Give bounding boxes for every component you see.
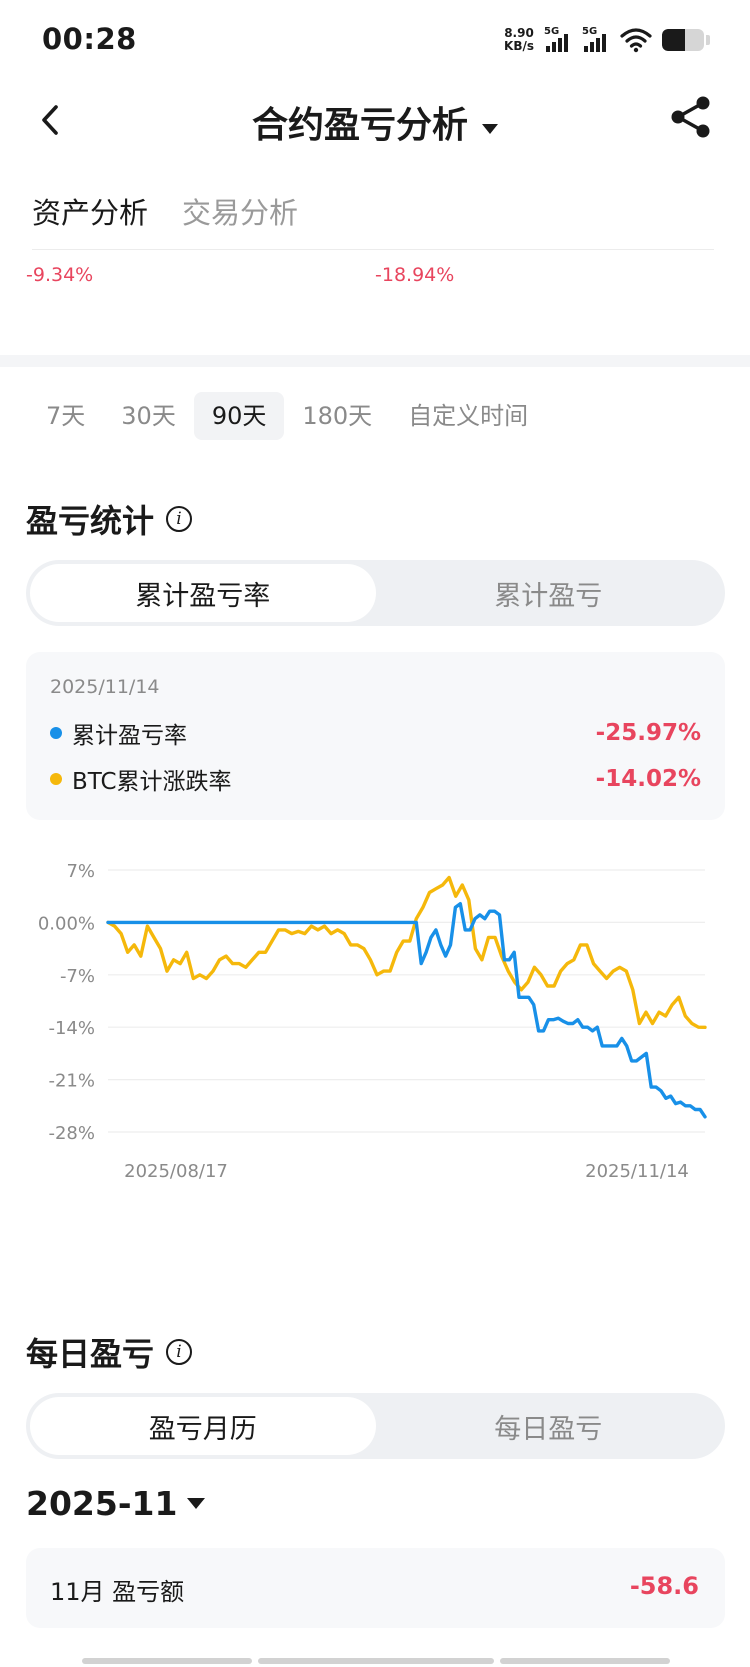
pnl-stats-toggle: 累计盈亏率 累计盈亏 <box>26 560 725 626</box>
series-line-pnl-rate <box>106 902 707 1119</box>
pnl-stats-title-text: 盈亏统计 <box>26 502 155 540</box>
summary-percent-2: -18.94% <box>375 264 455 286</box>
month-selector-label: 2025-11 <box>26 1484 178 1523</box>
month-summary-value: -58.6 <box>629 1572 699 1600</box>
range-tab-30d[interactable]: 30天 <box>121 402 176 430</box>
chart-legend-card: 2025/11/14 累计盈亏率 -25.97% BTC累计涨跌率 -14.02… <box>26 652 725 820</box>
chevron-left-icon <box>42 105 58 135</box>
main-tabs: 资产分析 交易分析 <box>32 190 298 232</box>
daily-pnl-title-text: 每日盈亏 <box>26 1335 155 1373</box>
network-speed-unit: KB/s <box>504 39 534 53</box>
legend-value: -25.97% <box>595 720 701 746</box>
toggle-cumulative-pnl[interactable]: 累计盈亏 <box>494 580 603 612</box>
daily-pnl-title: 每日盈亏 i <box>26 1329 193 1375</box>
month-summary-label: 11月 盈亏额 <box>50 1578 185 1606</box>
series-line-btc-rate <box>106 875 707 1030</box>
info-icon[interactable]: i <box>166 506 193 532</box>
time-range-tabs: 7天 30天 90天 180天 自定义时间 <box>28 392 546 440</box>
x-tick-label: 2025/08/17 <box>124 1161 228 1182</box>
network-speed: 8.90 KB/s <box>504 27 534 53</box>
status-bar: 00:28 8.90 KB/s 5G 5G <box>0 0 750 80</box>
legend-name: BTC累计涨跌率 <box>72 769 232 795</box>
legend-dot-yellow <box>50 773 62 785</box>
section-divider <box>0 355 750 367</box>
caret-down-icon <box>482 123 498 134</box>
pnl-stats-title: 盈亏统计 i <box>26 496 193 542</box>
range-tab-custom[interactable]: 自定义时间 <box>408 402 529 430</box>
month-selector[interactable]: 2025-11 <box>26 1484 206 1523</box>
y-tick-label: -28% <box>48 1123 95 1144</box>
tabs-divider <box>32 249 714 250</box>
legend-row: BTC累计涨跌率 -14.02% <box>50 762 701 796</box>
legend-date: 2025/11/14 <box>50 676 160 698</box>
pnl-line-chart[interactable]: 7% 0.00% -7% -14% -21% -28% 2025/08/17 2025/11/… <box>0 850 750 1250</box>
x-tick-label: 2025/11/14 <box>585 1161 689 1182</box>
y-tick-label: -14% <box>48 1018 95 1039</box>
status-time: 00:28 <box>42 22 137 56</box>
caret-down-icon <box>187 1498 206 1509</box>
signal-icon: 5G <box>582 26 610 54</box>
page-title: 合约盈亏分析 <box>251 105 468 146</box>
y-tick-label: 7% <box>66 861 95 882</box>
range-tab-90d[interactable]: 90天 <box>193 392 285 440</box>
title-dropdown[interactable]: 合约盈亏分析 <box>0 96 750 148</box>
info-icon[interactable]: i <box>166 1339 193 1365</box>
signal-label: 5G <box>544 26 560 37</box>
battery-icon <box>662 29 710 51</box>
tab-trade-analysis[interactable]: 交易分析 <box>182 196 299 230</box>
y-tick-label: -21% <box>48 1071 95 1092</box>
y-tick-label: 0.00% <box>38 913 95 934</box>
legend-name: 累计盈亏率 <box>72 723 187 749</box>
legend-dot-blue <box>50 727 62 739</box>
toggle-daily-pnl[interactable]: 每日盈亏 <box>494 1413 603 1445</box>
status-icons: 8.90 KB/s 5G 5G <box>504 24 710 56</box>
summary-percent-1: -9.34% <box>26 264 94 286</box>
range-tab-7d[interactable]: 7天 <box>46 402 86 430</box>
range-tab-180d[interactable]: 180天 <box>302 402 373 430</box>
bottom-indicator <box>82 1658 670 1664</box>
daily-pnl-toggle: 盈亏月历 每日盈亏 <box>26 1393 725 1459</box>
back-button[interactable] <box>30 100 70 140</box>
network-speed-value: 8.90 <box>504 26 534 40</box>
y-tick-label: -7% <box>60 966 95 987</box>
tab-asset-analysis[interactable]: 资产分析 <box>32 196 149 230</box>
legend-value: -14.02% <box>595 766 701 792</box>
toggle-pnl-calendar[interactable]: 盈亏月历 <box>30 1397 376 1455</box>
header: 合约盈亏分析 <box>0 88 750 158</box>
toggle-cumulative-pnl-rate[interactable]: 累计盈亏率 <box>30 564 376 622</box>
month-summary-card: 11月 盈亏额 -58.6 <box>26 1548 725 1628</box>
wifi-icon <box>620 28 652 53</box>
legend-row: 累计盈亏率 -25.97% <box>50 716 701 750</box>
signal-label: 5G <box>582 26 598 37</box>
signal-icon: 5G <box>544 26 572 54</box>
share-icon[interactable] <box>668 94 714 140</box>
